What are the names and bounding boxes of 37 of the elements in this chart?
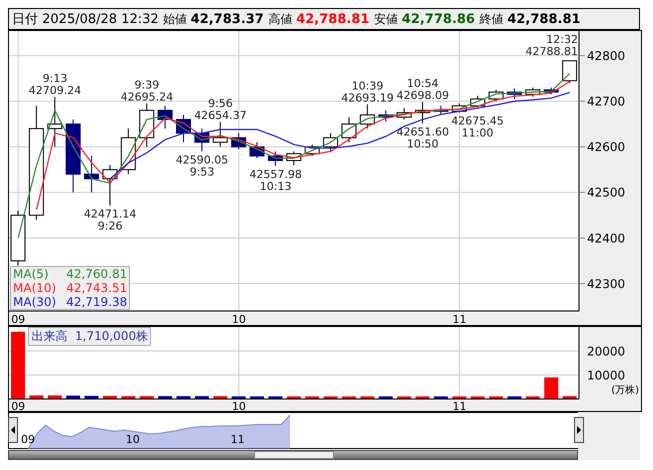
x-tick-label: 10 [232, 312, 246, 326]
x-tick-label: 10 [126, 433, 140, 446]
annotation: 42557.98 10:13 [249, 168, 302, 193]
annotation: 9:39 42695.24 [120, 78, 174, 104]
y-tick-label: 42500 [587, 186, 626, 200]
text: MA(5) [13, 267, 49, 281]
y-axis-title: (万株) [611, 384, 639, 397]
x-tick-label: 09 [11, 312, 26, 326]
y-tick-label: 42300 [587, 276, 626, 291]
x-tick-label: 09 [21, 433, 35, 446]
annotation: 42651.60 10:50 [396, 125, 449, 150]
y-tick-label: 42400 [587, 231, 626, 246]
annotation: 10:39 42693.19 [341, 79, 394, 104]
x-tick-label: 11 [230, 433, 245, 446]
x-tick-label: 09 [11, 400, 26, 413]
y-tick-label: 10000 [587, 368, 626, 382]
x-tick-label: 11 [452, 312, 466, 326]
annotation: 9:56 42654.37 [194, 97, 247, 122]
text: MA(10) [13, 281, 56, 295]
y-tick-label: 42700 [587, 94, 626, 108]
annotation: 42,719.38 [66, 295, 128, 309]
text: MA(30) [13, 295, 56, 309]
annotation: 12:32 42788.81 [526, 33, 578, 58]
annotation: 9:13 42709.24 [28, 72, 82, 98]
annotation: 10:54 42698.09 [396, 77, 449, 102]
annotation: 42,760.81 [66, 267, 128, 281]
y-tick-label: 42600 [587, 140, 626, 154]
annotation: 42590.05 9:53 [176, 153, 228, 178]
annotation: 42471.14 9:26 [84, 208, 136, 233]
annotation: 42,743.51 [66, 281, 128, 295]
x-tick-label: 10 [232, 400, 246, 413]
y-tick-label: 42800 [587, 48, 626, 63]
x-tick-label: 11 [452, 400, 466, 413]
chart-title: 日付 2025/08/28 12:32 始値 42,783.37 高値 42,788.81 安値 42,778.86 終値 42,788.81 [12, 12, 581, 27]
chart-title: 出来高 1,710,000株 [28, 327, 152, 346]
y-tick-label: 20000 [587, 344, 626, 358]
annotation: 42675.45 11:00 [451, 114, 504, 140]
